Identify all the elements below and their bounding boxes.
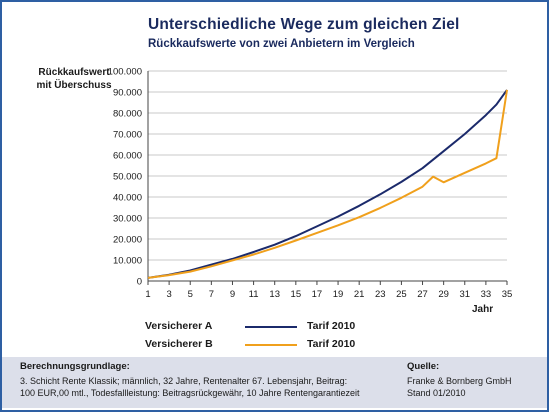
y-axis-label-line2: mit Überschuss — [36, 80, 112, 91]
y-tick-label: 0 — [137, 277, 142, 288]
legend-label-a: Versicherer A — [145, 320, 213, 332]
legend-tarif-a: Tarif 2010 — [307, 320, 356, 332]
legend-item-b: Versicherer B Tarif 2010 — [145, 338, 385, 352]
footer-panel: Berechnungsgrundlage: 3. Schicht Rente K… — [2, 357, 547, 408]
legend-item-a: Versicherer A Tarif 2010 — [145, 320, 385, 334]
x-tick-label: 25 — [396, 289, 407, 300]
y-tick-label: 20.000 — [113, 235, 142, 246]
y-tick-label: 10.000 — [113, 256, 142, 267]
series-line-a — [147, 89, 508, 279]
x-tick-label: 29 — [438, 289, 449, 300]
x-axis-ticks: 1 3 5 7 9 11 13 15 17 19 21 23 25 27 29 31 33 35 — [145, 281, 512, 300]
x-tick-label: 35 — [502, 289, 513, 300]
footer-right-heading: Quelle: — [407, 361, 440, 372]
footer-left-line2: 100 EUR,00 mtl., Todesfallleistung: Beit… — [20, 388, 360, 398]
y-tick-label: 80.000 — [113, 109, 142, 120]
x-tick-label: 11 — [249, 289, 259, 300]
y-axis-label: Rückkaufswert mit Überschuss — [14, 66, 134, 92]
chart-subtitle: Rückkaufswerte von zwei Anbietern im Ver… — [148, 38, 415, 50]
x-axis-label: Jahr — [472, 304, 494, 315]
x-tick-label: 3 — [166, 289, 171, 300]
x-tick-label: 21 — [354, 289, 365, 300]
y-tick-label: 50.000 — [113, 172, 142, 183]
y-axis-label-line1: Rückkaufswert — [38, 67, 110, 78]
footer-left-line1: 3. Schicht Rente Klassik; männlich, 32 J… — [20, 376, 348, 386]
series-line-b — [147, 89, 508, 279]
y-tick-label: 30.000 — [113, 214, 142, 225]
footer-right-line1: Franke & Bornberg GmbH — [407, 376, 512, 386]
x-tick-label: 33 — [481, 289, 492, 300]
legend-label-b: Versicherer B — [145, 338, 213, 350]
y-tick-label: 40.000 — [113, 193, 142, 204]
legend-tarif-b: Tarif 2010 — [307, 338, 356, 350]
x-tick-label: 27 — [417, 289, 428, 300]
grid-lines — [147, 70, 507, 282]
x-tick-label: 7 — [209, 289, 214, 300]
x-tick-label: 1 — [145, 289, 150, 300]
y-tick-label: 90.000 — [113, 88, 142, 99]
y-tick-label: 70.000 — [113, 130, 142, 141]
chart-title: Unterschiedliche Wege zum gleichen Ziel — [148, 16, 460, 33]
y-tick-label: 60.000 — [113, 151, 142, 162]
x-tick-label: 31 — [459, 289, 470, 300]
footer-left-heading: Berechnungsgrundlage: — [20, 361, 130, 372]
footer-right-line2: Stand 01/2010 — [407, 388, 466, 398]
y-axis-ticks: 0 10.000 20.000 30.000 40.000 50.000 60.000 70.… — [108, 67, 142, 288]
x-tick-label: 17 — [312, 289, 323, 300]
x-tick-label: 15 — [291, 289, 302, 300]
legend-swatch-b — [245, 344, 297, 346]
x-tick-label: 13 — [269, 289, 280, 300]
legend-swatch-a — [245, 326, 297, 328]
x-tick-label: 19 — [333, 289, 344, 300]
y-tick-label: 100.000 — [108, 67, 142, 78]
series-lines — [147, 89, 508, 279]
x-tick-label: 9 — [230, 289, 235, 300]
x-tick-label: 23 — [375, 289, 386, 300]
x-tick-label: 5 — [188, 289, 193, 300]
